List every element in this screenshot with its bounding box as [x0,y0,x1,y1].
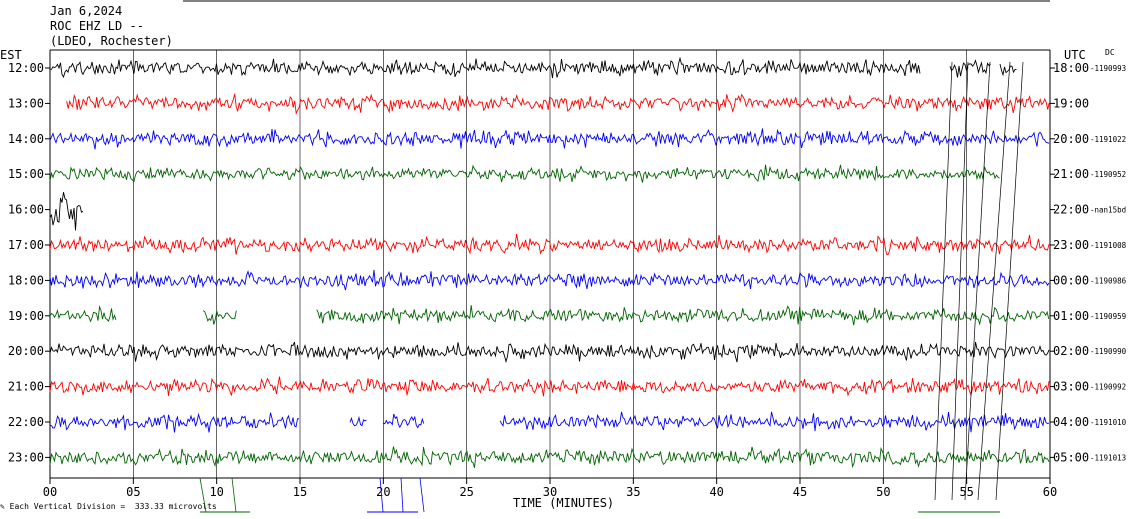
utc-hour-label: 19:00 [1053,96,1089,110]
drop-line-1 [231,477,237,513]
x-tick-label-55: 55 [959,485,973,499]
utc-hour-label: 00:00 [1053,273,1089,287]
trace-row-11-seg-0 [49,446,1050,469]
utc-hour-label: 01:00 [1053,309,1089,323]
dc-offset-label: -1191022 [1090,135,1126,144]
est-hour-label: 19:00 [8,309,44,323]
x-tick-label-25: 25 [459,485,473,499]
x-tick-label-60: 60 [1043,485,1057,499]
est-hour-label: 13:00 [8,96,44,110]
x-tick-label-20: 20 [376,485,390,499]
trace-row-0-seg-0 [49,56,921,79]
drift-line-3 [977,61,1011,501]
station-label: ROC EHZ LD -- [50,19,144,33]
dc-offset-label: -1190986 [1090,276,1127,285]
utc-hour-label: 05:00 [1053,450,1089,464]
trace-row-2-seg-0 [49,128,1050,150]
dc-offset-label: -1191010 [1090,418,1127,427]
dc-axis-title: DC [1105,48,1115,57]
est-hour-label: 15:00 [8,167,44,181]
est-hour-label: 21:00 [8,380,44,394]
trace-row-8-seg-0 [49,341,1050,364]
est-hour-label: 23:00 [8,450,44,464]
trace-row-5-seg-0 [49,234,1050,256]
utc-hour-label: 02:00 [1053,344,1089,358]
drop-line-0 [199,477,207,513]
dc-offset-label: -1191013 [1090,453,1126,462]
x-tick-label-45: 45 [793,485,807,499]
trace-row-7-seg-2 [316,305,1050,326]
x-axis-title: TIME (MINUTES) [513,496,615,510]
trace-row-10-seg-1 [349,415,367,427]
dc-offset-label: -1190990 [1090,347,1127,356]
scale-note: ✎ Each Vertical Division = 333.33 microv… [0,502,217,511]
utc-hour-label: 22:00 [1053,203,1089,217]
est-axis-title: EST [0,48,22,62]
trace-row-0-seg-1 [949,59,991,78]
est-hour-label: 22:00 [8,415,44,429]
trace-row-1-seg-0 [66,93,1050,115]
trace-row-7-seg-1 [203,310,237,325]
utc-hour-label: 20:00 [1053,132,1089,146]
dc-offset-label: -nan15bd [1090,206,1126,215]
x-tick-label-15: 15 [293,485,307,499]
trace-row-3-seg-0 [49,164,1000,183]
trace-row-6-seg-0 [49,269,1050,291]
drop-line-2 [379,477,384,513]
drift-line-1 [951,61,969,501]
est-hour-label: 12:00 [8,61,44,75]
est-hour-label: 16:00 [8,203,44,217]
x-tick-label-00: 00 [43,485,57,499]
drop-line-4 [419,477,425,513]
trace-row-9-seg-0 [49,376,1050,397]
date-label: Jan 6,2024 [50,4,123,18]
trace-row-4-seg-0 [49,192,84,231]
scale-note-text: Each Vertical Division = 333.33 microvol… [9,502,217,511]
x-tick-label-05: 05 [126,485,140,499]
x-tick-label-35: 35 [626,485,640,499]
utc-hour-label: 18:00 [1053,61,1089,75]
est-hour-label: 14:00 [8,132,44,146]
drift-line-2 [964,61,991,501]
dc-offset-label: -1190959 [1090,312,1126,321]
trace-row-10-seg-0 [49,412,300,433]
dc-offset-label: -1190993 [1090,64,1126,73]
utc-hour-label: 04:00 [1053,415,1089,429]
drop-line-3 [400,477,404,513]
x-tick-label-50: 50 [876,485,890,499]
x-tick-label-10: 10 [209,485,223,499]
utc-axis-title: UTC [1064,48,1086,62]
est-hour-label: 17:00 [8,238,44,252]
trace-row-10-seg-2 [383,413,425,429]
dc-offset-label: -1190952 [1090,170,1126,179]
network-label: (LDEO, Rochester) [50,34,173,48]
dc-offset-label: -1191008 [1090,241,1127,250]
trace-row-7-seg-0 [49,305,117,323]
trace-row-0-seg-2 [999,63,1017,77]
trace-row-10-seg-3 [499,411,1050,433]
utc-hour-label: 21:00 [1053,167,1089,181]
dc-offset-label: -1190992 [1090,383,1126,392]
est-hour-label: 20:00 [8,344,44,358]
utc-hour-label: 23:00 [1053,238,1089,252]
x-tick-label-30: 30 [543,485,557,499]
drift-line-4 [995,61,1024,501]
x-tick-label-40: 40 [709,485,723,499]
utc-hour-label: 03:00 [1053,380,1089,394]
scale-note-mark: ✎ [0,502,10,511]
est-hour-label: 18:00 [8,273,44,287]
drift-line-0 [934,61,953,501]
